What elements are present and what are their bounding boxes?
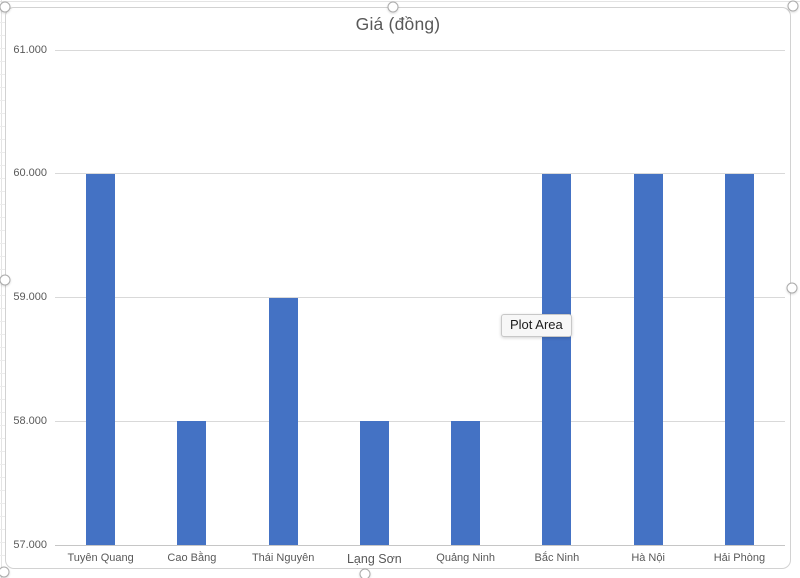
y-tick-label[interactable]: 58.000 bbox=[13, 414, 47, 427]
bar-8[interactable] bbox=[724, 173, 754, 545]
spreadsheet-row-ticks bbox=[0, 10, 5, 570]
spreadsheet-gridline-top bbox=[0, 1, 800, 2]
y-tick-label[interactable]: 59.000 bbox=[13, 291, 47, 303]
y-tick-label[interactable]: 61.000 bbox=[13, 43, 47, 56]
resize-handle-top-center[interactable] bbox=[387, 1, 399, 13]
gridline bbox=[55, 297, 785, 298]
bar-6[interactable] bbox=[542, 173, 572, 545]
resize-handle-top-right[interactable] bbox=[787, 0, 799, 12]
x-tick-label[interactable]: Tuyên Quang bbox=[67, 552, 134, 564]
plot-area-tooltip: Plot Area bbox=[501, 314, 572, 337]
tooltip-text: Plot Area bbox=[510, 317, 563, 332]
bar-7[interactable] bbox=[633, 173, 663, 545]
x-tick-label[interactable]: Hà Nội bbox=[631, 552, 665, 564]
x-tick-label[interactable]: Thái Nguyên bbox=[251, 552, 315, 564]
x-tick-label[interactable]: Lạng Sơn bbox=[346, 552, 402, 566]
x-tick-label[interactable]: Hải Phòng bbox=[713, 552, 766, 564]
resize-handle-top-left[interactable] bbox=[0, 1, 11, 13]
bar-3[interactable] bbox=[268, 297, 298, 545]
resize-handle-middle-right[interactable] bbox=[786, 282, 798, 294]
gridline bbox=[55, 420, 785, 422]
gridline bbox=[55, 49, 785, 51]
x-tick-label[interactable]: Bắc Ninh bbox=[534, 552, 580, 564]
y-tick-label[interactable]: 57.000 bbox=[13, 538, 47, 551]
x-tick-label[interactable]: Quảng Ninh bbox=[436, 552, 495, 564]
chart-title[interactable]: Giá (đồng) bbox=[355, 14, 441, 34]
gridline bbox=[55, 173, 785, 175]
y-tick-label[interactable]: 60.000 bbox=[13, 167, 47, 180]
resize-handle-middle-left[interactable] bbox=[0, 274, 11, 286]
bar-5[interactable] bbox=[451, 421, 481, 545]
x-tick-label[interactable]: Cao Bằng bbox=[167, 552, 217, 564]
bar-2[interactable] bbox=[177, 421, 207, 545]
bar-1[interactable] bbox=[86, 173, 116, 545]
bar-4[interactable] bbox=[359, 421, 389, 545]
resize-handle-bottom-center[interactable] bbox=[359, 568, 371, 578]
resize-handle-bottom-left[interactable] bbox=[0, 566, 10, 578]
x-axis-line bbox=[55, 544, 785, 546]
